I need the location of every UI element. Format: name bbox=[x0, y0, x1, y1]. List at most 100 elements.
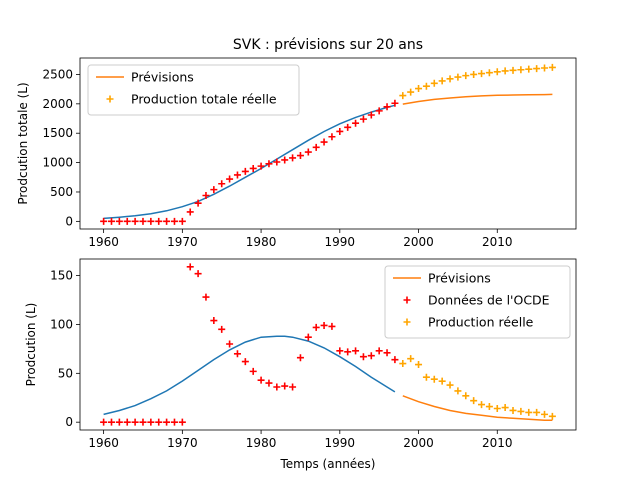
forecast-point bbox=[422, 82, 430, 90]
y-tick-label: 500 bbox=[50, 185, 73, 199]
observed-point bbox=[107, 418, 115, 426]
observed-point bbox=[218, 325, 226, 333]
y-tick-label: 2000 bbox=[42, 97, 73, 111]
observed-point bbox=[107, 217, 115, 225]
forecast-point bbox=[407, 88, 415, 96]
observed-point bbox=[375, 107, 383, 115]
forecast-point bbox=[541, 410, 549, 418]
observed-point bbox=[233, 171, 241, 179]
forecast-point bbox=[548, 63, 556, 71]
forecast-point bbox=[501, 67, 509, 75]
observed-point bbox=[178, 418, 186, 426]
forecast-point bbox=[493, 68, 501, 76]
observed-point bbox=[312, 143, 320, 151]
observed-point bbox=[383, 349, 391, 357]
observed-point bbox=[241, 358, 249, 366]
forecast-point bbox=[541, 64, 549, 72]
observed-point bbox=[336, 347, 344, 355]
forecast-line bbox=[402, 93, 553, 105]
observed-point bbox=[257, 376, 265, 384]
legend-box bbox=[384, 265, 571, 339]
forecast-point bbox=[478, 70, 486, 78]
x-axis-label: Temps (années) bbox=[280, 457, 376, 471]
forecast-point bbox=[501, 404, 509, 412]
legend-marker-swatch bbox=[403, 318, 411, 326]
y-axis-label: Prodcution totale (L) bbox=[16, 82, 30, 204]
observed-point bbox=[320, 138, 328, 146]
observed-point bbox=[123, 217, 131, 225]
observed-point bbox=[249, 367, 257, 375]
legend-label: Prévisions bbox=[428, 271, 491, 286]
observed-point bbox=[257, 162, 265, 170]
observed-point bbox=[115, 217, 123, 225]
legend: Prévisions Production totale réelle bbox=[87, 64, 300, 116]
forecast-line bbox=[402, 395, 553, 421]
observed-point bbox=[194, 270, 202, 278]
observed-point bbox=[249, 164, 257, 172]
legend-marker-swatch bbox=[403, 296, 411, 304]
legend-marker-swatch bbox=[106, 95, 114, 103]
forecast-point bbox=[462, 392, 470, 400]
observed-point bbox=[328, 133, 336, 141]
x-tick-label: 1990 bbox=[325, 235, 356, 249]
forecast-point bbox=[517, 66, 525, 74]
x-tick-label: 1960 bbox=[88, 436, 119, 450]
plot-frame bbox=[79, 57, 577, 230]
observed-point bbox=[289, 154, 297, 162]
observed-point bbox=[304, 148, 312, 156]
fit-line bbox=[103, 335, 396, 416]
observed-point bbox=[139, 217, 147, 225]
observed-point bbox=[100, 418, 108, 426]
observed-point bbox=[115, 418, 123, 426]
observed-point bbox=[296, 354, 304, 362]
observed-point bbox=[155, 217, 163, 225]
observed-point bbox=[336, 127, 344, 135]
observed-point bbox=[304, 333, 312, 341]
plot-frame bbox=[79, 258, 577, 431]
x-tick-label: 1990 bbox=[325, 436, 356, 450]
observed-point bbox=[265, 379, 273, 387]
observed-point bbox=[131, 217, 139, 225]
forecast-point bbox=[517, 407, 525, 415]
forecast-point bbox=[422, 373, 430, 381]
observed-point bbox=[202, 192, 210, 200]
legend-box bbox=[87, 64, 300, 116]
forecast-point bbox=[415, 85, 423, 93]
forecast-point bbox=[407, 355, 415, 363]
observed-point bbox=[281, 156, 289, 164]
forecast-point bbox=[548, 412, 556, 420]
subplot-2: 1960 1970 1980 1990 2000 2010 0 50 100 150 Prodcut… bbox=[24, 258, 577, 471]
forecast-point bbox=[493, 405, 501, 413]
forecast-point bbox=[533, 408, 541, 416]
observed-point bbox=[147, 418, 155, 426]
fit-line bbox=[103, 104, 396, 220]
observed-point bbox=[265, 160, 273, 168]
y-tick-label: 150 bbox=[50, 269, 73, 283]
forecast-point bbox=[438, 377, 446, 385]
observed-point bbox=[233, 350, 241, 358]
x-tick-label: 2000 bbox=[403, 436, 434, 450]
observed-point bbox=[383, 103, 391, 111]
forecast-point bbox=[454, 73, 462, 81]
observed-point bbox=[375, 347, 383, 355]
y-tick-label: 0 bbox=[65, 415, 73, 429]
observed-point bbox=[367, 111, 375, 119]
forecast-point bbox=[485, 403, 493, 411]
observed-point bbox=[344, 348, 352, 356]
observed-point bbox=[352, 119, 360, 127]
forecast-point bbox=[438, 77, 446, 85]
observed-point bbox=[391, 99, 399, 107]
observed-point bbox=[312, 323, 320, 331]
observed-point bbox=[281, 382, 289, 390]
forecast-point bbox=[478, 401, 486, 409]
forecast-point bbox=[525, 408, 533, 416]
observed-point bbox=[170, 217, 178, 225]
observed-point bbox=[123, 418, 131, 426]
y-tick-label: 0 bbox=[65, 214, 73, 228]
forecast-point bbox=[470, 70, 478, 78]
observed-point bbox=[320, 321, 328, 329]
forecast-point bbox=[509, 406, 517, 414]
y-axis-label: Prodcution (L) bbox=[24, 303, 38, 387]
y-tick-label: 2500 bbox=[42, 67, 73, 81]
